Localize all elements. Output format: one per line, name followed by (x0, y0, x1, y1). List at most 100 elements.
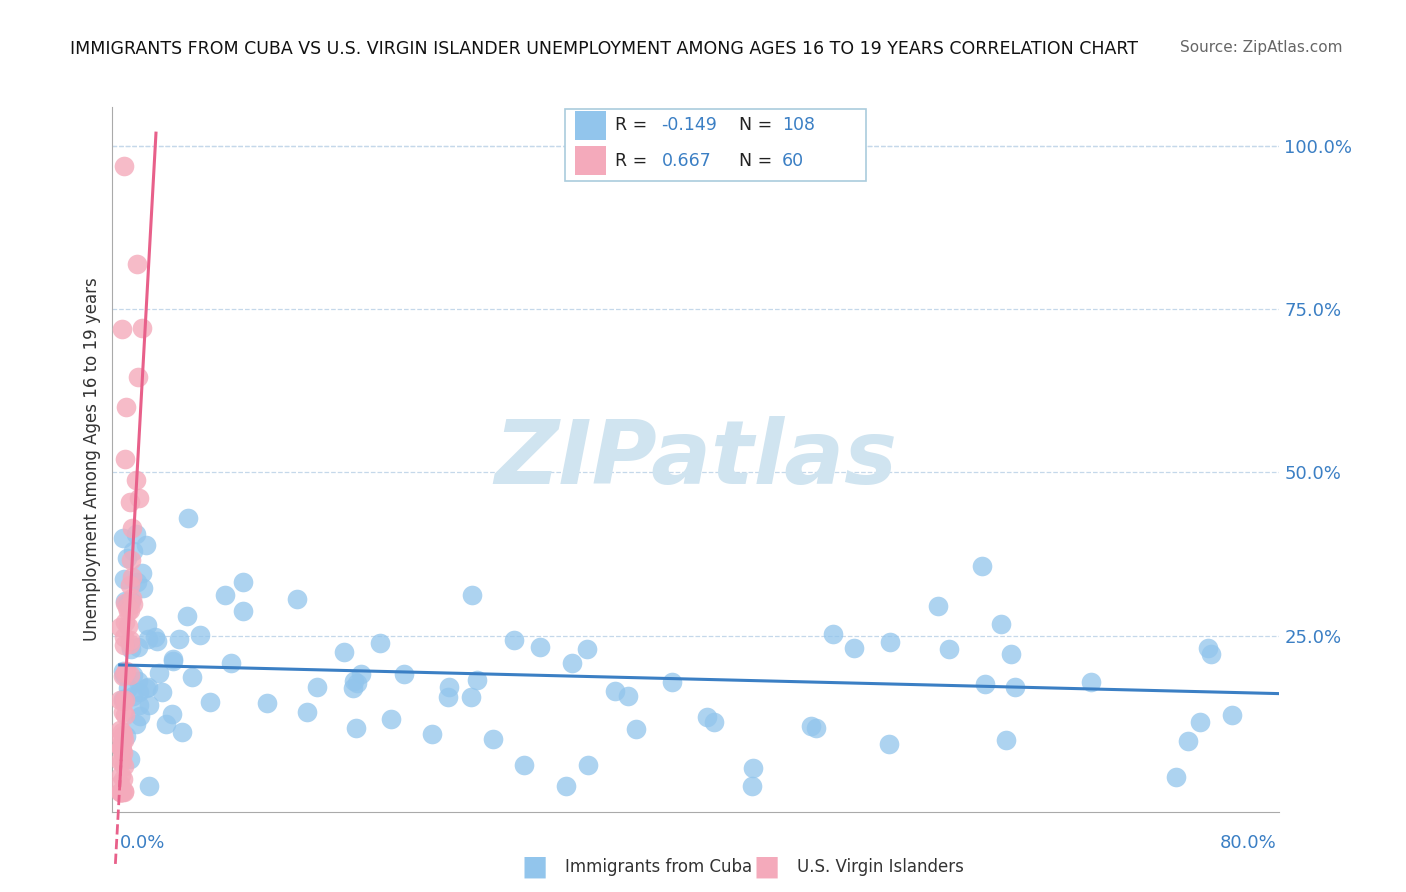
Point (115, 550, 138, 565)
Point (661, 674, 683, 689)
Point (118, 637, 141, 651)
Point (111, 669, 134, 683)
Point (162, 654, 184, 668)
Point (112, 694, 135, 708)
Point (120, 752, 142, 766)
Point (1000, 648, 1022, 662)
Point (110, 739, 132, 754)
Point (420, 727, 443, 741)
Point (110, 777, 132, 791)
Point (131, 321, 153, 335)
Text: Immigrants from Cuba: Immigrants from Cuba (565, 858, 752, 876)
Text: -0.149: -0.149 (661, 116, 717, 134)
Point (115, 600, 138, 615)
Point (114, 594, 136, 608)
Text: ■: ■ (754, 853, 779, 881)
Point (125, 527, 148, 541)
Text: N =: N = (738, 116, 778, 134)
Point (392, 666, 415, 681)
Text: U.S. Virgin Islanders: U.S. Virgin Islanders (797, 858, 965, 876)
Point (114, 452, 136, 467)
Point (482, 732, 505, 747)
Point (111, 725, 134, 739)
Point (575, 641, 598, 656)
Text: 60: 60 (782, 152, 804, 169)
Point (127, 673, 149, 688)
Point (256, 696, 278, 710)
Point (877, 737, 900, 751)
Point (879, 634, 901, 648)
Point (114, 596, 136, 610)
Point (125, 473, 148, 487)
Point (122, 690, 145, 704)
Point (150, 685, 173, 699)
Point (285, 591, 308, 606)
Point (122, 598, 145, 612)
Text: R =: R = (614, 116, 652, 134)
Point (232, 604, 254, 618)
Point (120, 553, 142, 567)
Point (1177, 734, 1199, 748)
Point (111, 772, 134, 786)
Point (439, 680, 461, 694)
Text: IMMIGRANTS FROM CUBA VS U.S. VIRGIN ISLANDER UNEMPLOYMENT AMONG AGES 16 TO 19 YE: IMMIGRANTS FROM CUBA VS U.S. VIRGIN ISLA… (70, 40, 1139, 58)
Point (343, 673, 366, 688)
Point (460, 690, 482, 704)
Text: ■: ■ (522, 853, 547, 881)
Point (176, 608, 198, 623)
Point (122, 543, 145, 558)
Point (111, 664, 134, 678)
Point (821, 627, 844, 641)
Point (110, 785, 132, 799)
Point (188, 628, 211, 642)
Text: Source: ZipAtlas.com: Source: ZipAtlas.com (1180, 40, 1343, 55)
Point (155, 717, 177, 731)
Point (603, 684, 626, 698)
Text: R =: R = (614, 152, 652, 169)
Text: ZIPatlas: ZIPatlas (495, 416, 897, 503)
Point (143, 630, 166, 644)
Point (741, 779, 763, 793)
Point (114, 615, 136, 630)
Point (148, 666, 170, 681)
Point (146, 634, 169, 648)
Point (120, 593, 142, 607)
Point (232, 575, 254, 590)
Text: 80.0%: 80.0% (1220, 834, 1277, 852)
Point (112, 733, 135, 747)
Point (128, 685, 150, 699)
Point (112, 630, 135, 644)
Point (125, 257, 148, 271)
Point (219, 656, 242, 670)
Point (297, 705, 319, 719)
Point (121, 668, 143, 682)
Point (121, 591, 143, 605)
Point (111, 705, 134, 719)
Point (177, 511, 200, 525)
Point (370, 635, 392, 649)
Point (380, 712, 402, 726)
Point (554, 779, 576, 793)
Point (112, 785, 135, 799)
Point (307, 681, 329, 695)
Point (696, 710, 718, 724)
Point (125, 716, 148, 731)
Point (1004, 680, 1026, 694)
Point (529, 640, 551, 654)
Point (112, 668, 135, 682)
Point (110, 785, 132, 799)
Point (120, 632, 142, 647)
Point (138, 779, 160, 793)
Point (1199, 647, 1222, 661)
Point (111, 692, 134, 706)
Point (110, 741, 132, 756)
Point (117, 619, 139, 633)
Point (561, 656, 583, 670)
Point (110, 754, 132, 768)
Point (111, 754, 134, 768)
Point (995, 732, 1018, 747)
Point (160, 707, 183, 722)
Point (617, 689, 640, 703)
Point (333, 645, 356, 659)
Point (110, 785, 132, 799)
